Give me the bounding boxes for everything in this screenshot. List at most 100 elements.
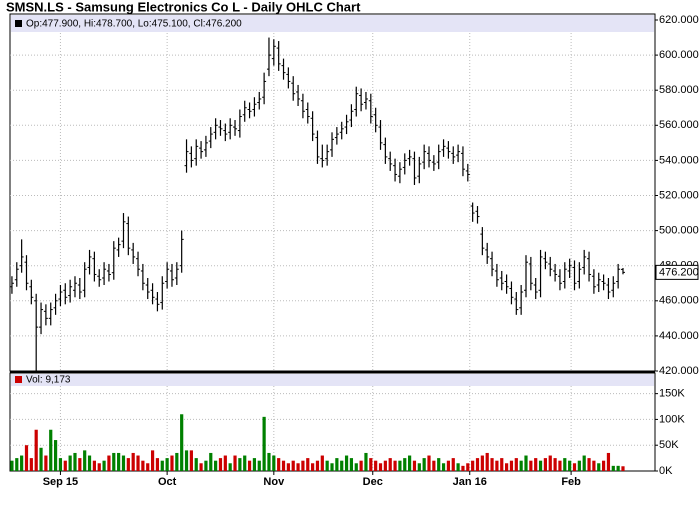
volume-bar — [24, 445, 29, 471]
volume-bar — [102, 460, 106, 471]
volume-bar — [388, 458, 392, 471]
volume-bar — [344, 455, 349, 471]
volume-bar — [165, 458, 169, 471]
volume-bar — [553, 458, 557, 471]
volume-bar — [10, 460, 14, 471]
volume-bar — [543, 458, 547, 471]
volume-bar — [97, 463, 101, 471]
volume-bar — [364, 452, 368, 471]
volume-bar — [146, 463, 150, 471]
volume-bar — [194, 458, 198, 471]
volume-bar — [611, 465, 615, 471]
volume-bar — [325, 460, 329, 471]
volume-bar — [68, 455, 72, 471]
volume-bar — [83, 450, 87, 471]
volume-bar — [466, 463, 470, 471]
volume-bar — [621, 466, 625, 471]
volume-bar — [306, 458, 310, 471]
volume-bar — [383, 460, 387, 471]
volume-bar — [408, 455, 412, 471]
volume-bar — [378, 463, 383, 471]
volume-bar — [209, 452, 213, 471]
x-tick-label: Nov — [263, 476, 285, 488]
volume-bar — [558, 460, 562, 471]
volume-bar — [572, 463, 577, 471]
volume-bar — [485, 452, 489, 471]
volume-bar — [180, 414, 184, 471]
volume-bar — [340, 460, 344, 471]
volume-bar — [606, 452, 611, 471]
volume-bar — [131, 452, 135, 471]
volume-bar — [398, 460, 402, 471]
x-tick-label: Jan 16 — [453, 476, 487, 488]
volume-bar — [141, 460, 145, 471]
volume-bar — [223, 455, 227, 471]
volume-bar — [228, 463, 232, 471]
volume-bar — [117, 452, 121, 471]
volume-bar — [315, 460, 320, 471]
volume-bar — [301, 460, 305, 471]
volume-bar — [529, 460, 533, 471]
volume-bar — [20, 455, 24, 471]
volume-bar — [563, 458, 567, 471]
volume-bar — [422, 458, 426, 471]
volume-bar — [471, 460, 475, 471]
volume-bar — [475, 458, 480, 471]
volume-pane — [9, 372, 656, 472]
price-pane — [9, 13, 656, 372]
volume-bar — [548, 455, 552, 471]
volume-bar — [252, 458, 257, 471]
volume-bar — [495, 460, 499, 471]
volume-bar — [272, 455, 276, 471]
volume-bar — [587, 458, 591, 471]
x-tick-label: Dec — [363, 476, 383, 488]
volume-bar — [189, 450, 193, 471]
volume-bar — [44, 455, 48, 471]
volume-bar — [277, 458, 281, 471]
volume-bar — [34, 429, 38, 471]
volume-bar — [490, 458, 494, 471]
y-tick-label: 440.000 — [659, 330, 699, 342]
volume-bar — [175, 452, 179, 471]
volume-bar — [214, 460, 218, 471]
x-tick-label: Feb — [561, 476, 581, 488]
y-tick-label: 620.000 — [659, 14, 699, 26]
volume-bar — [451, 458, 455, 471]
volume-bar — [349, 458, 354, 471]
volume-bar — [577, 460, 581, 471]
y-tick-label: 50K — [659, 439, 679, 451]
volume-bar — [155, 458, 160, 471]
volume-bar — [204, 460, 208, 471]
volume-bar — [601, 460, 606, 471]
volume-bar — [121, 455, 126, 471]
volume-bar — [369, 458, 373, 471]
volume-bar — [136, 455, 140, 471]
volume-bar — [509, 460, 514, 471]
y-tick-label: 0K — [659, 465, 673, 477]
volume-bar — [58, 458, 63, 471]
volume-bar — [456, 463, 460, 471]
volume-bar — [538, 460, 543, 471]
last-price-label: 476.200 — [659, 266, 699, 278]
volume-bar — [262, 416, 266, 471]
volume-bar — [335, 458, 339, 471]
volume-bar — [592, 460, 596, 471]
y-tick-label: 540.000 — [659, 154, 699, 166]
volume-bar — [78, 458, 82, 471]
volume-bar — [49, 429, 53, 471]
volume-bar — [568, 460, 572, 471]
volume-bar — [160, 460, 164, 471]
volume-bar — [514, 458, 518, 471]
volume-bar — [73, 452, 77, 471]
y-tick-label: 600.000 — [659, 49, 699, 61]
volume-bar — [446, 460, 451, 471]
y-tick-label: 560.000 — [659, 119, 699, 131]
volume-legend: Vol: 9,173 — [26, 375, 71, 386]
volume-bar — [107, 455, 111, 471]
volume-bar — [500, 458, 504, 471]
volume-bar — [53, 440, 58, 471]
volume-bar — [87, 455, 92, 471]
volume-bar — [112, 452, 116, 471]
volume-bar — [267, 452, 271, 471]
volume-bar — [320, 455, 324, 471]
